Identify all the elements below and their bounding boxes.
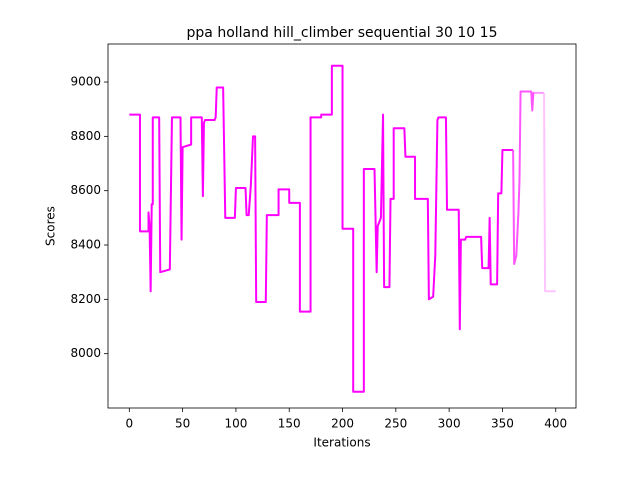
y-tick-label: 8800: [70, 129, 101, 143]
plot-frame: [107, 43, 577, 409]
x-axis-label: Iterations: [313, 436, 370, 450]
x-tick-label: 150: [278, 417, 301, 431]
x-tick-label: 100: [224, 417, 247, 431]
y-tick-label: 8000: [70, 346, 101, 360]
x-tick-label: 0: [126, 417, 134, 431]
y-tick-label: 9000: [70, 75, 101, 89]
line: [129, 64, 514, 393]
y-axis-label: Scores: [44, 206, 58, 246]
x-tick-label: 50: [175, 417, 190, 431]
y-tick-label: 8600: [70, 183, 101, 197]
x-tick-label: 200: [331, 417, 354, 431]
x-tick-label: 300: [438, 417, 461, 431]
y-tick-label: 8200: [70, 292, 101, 306]
x-tick-label: 250: [384, 417, 407, 431]
x-tick-label: 400: [544, 417, 567, 431]
x-tick-label: 350: [491, 417, 514, 431]
line: [543, 92, 556, 293]
chart-title: ppa holland hill_climber sequential 30 1…: [187, 25, 498, 41]
y-tick-label: 8400: [70, 238, 101, 252]
line: [512, 90, 535, 266]
